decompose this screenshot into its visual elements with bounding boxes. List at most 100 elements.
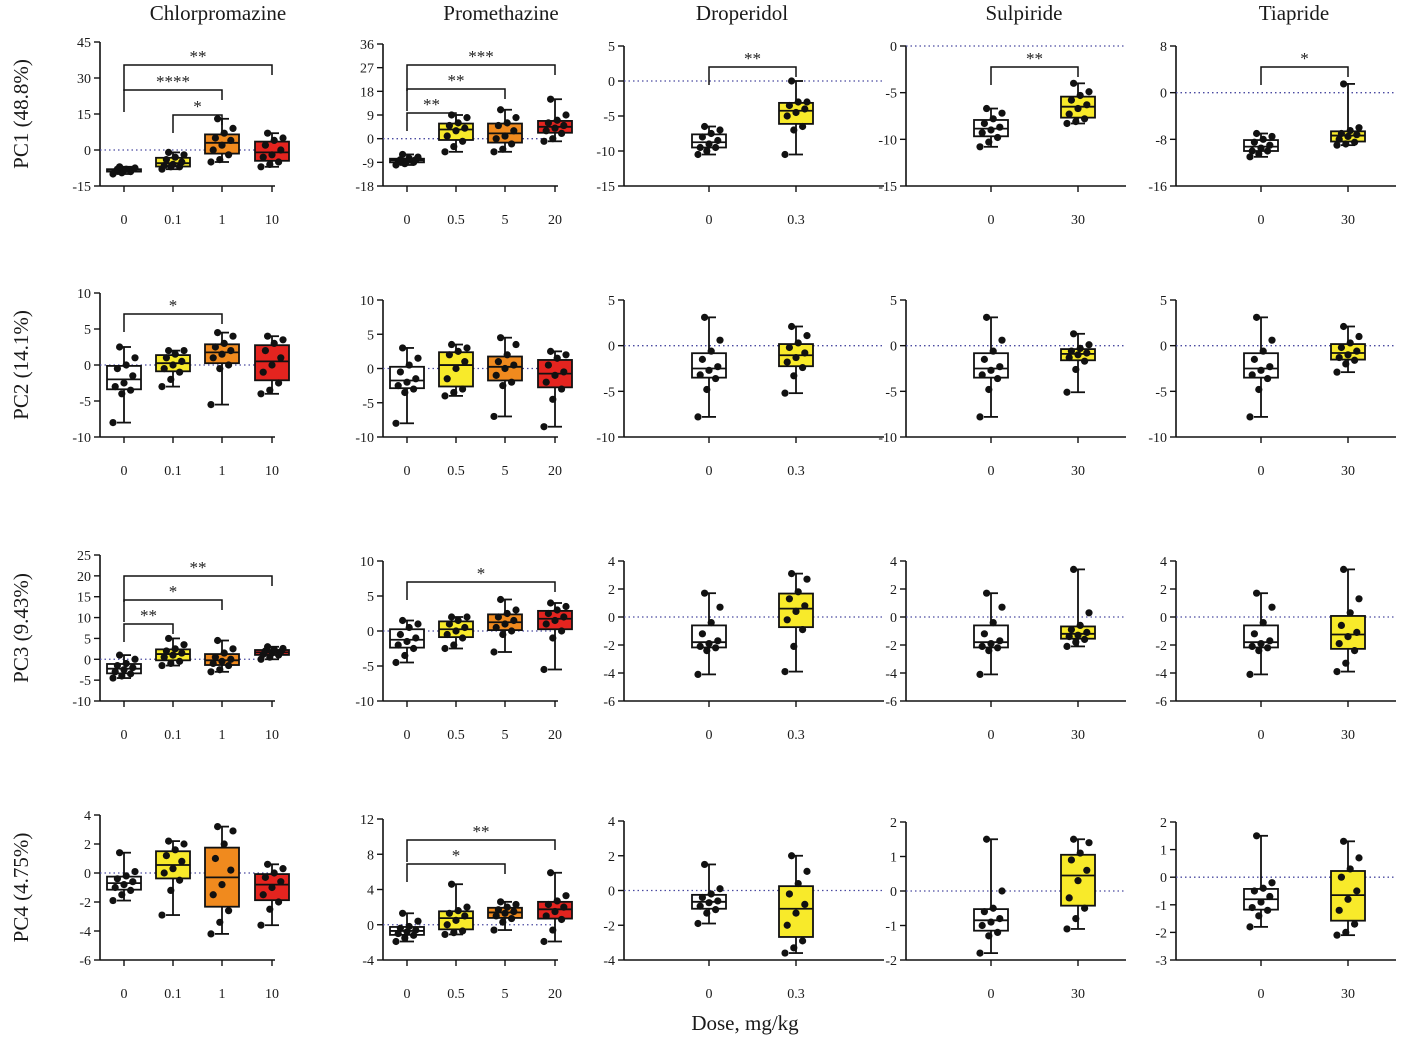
data-point (707, 890, 715, 898)
y-tick-label: 10 (77, 612, 91, 627)
y-tick-label: 18 (360, 85, 374, 100)
data-point (403, 378, 411, 386)
data-point (264, 129, 272, 137)
y-tick-label: 0 (1160, 611, 1167, 626)
data-point (558, 915, 566, 924)
data-point (441, 392, 449, 400)
data-point (544, 119, 553, 127)
data-point (445, 121, 453, 130)
data-point (1268, 879, 1276, 887)
data-point (160, 365, 168, 373)
box-plot (487, 595, 523, 656)
data-point (227, 136, 235, 144)
y-tick-label: 2 (1160, 816, 1167, 831)
data-point (492, 623, 500, 632)
data-point (405, 154, 413, 162)
data-point (399, 909, 407, 917)
data-point (412, 375, 420, 383)
data-point (1351, 920, 1359, 928)
x-tick-label: 30 (1341, 213, 1355, 228)
data-point (403, 637, 411, 646)
data-point (229, 827, 237, 835)
data-point (980, 119, 989, 128)
data-point (1264, 906, 1272, 914)
y-tick-label: 4 (608, 555, 615, 570)
data-point (803, 867, 811, 875)
x-tick-label: 10 (265, 728, 279, 743)
data-point (985, 932, 993, 940)
data-point (989, 347, 997, 355)
data-point (414, 917, 422, 925)
data-point (401, 388, 409, 397)
data-point (225, 907, 233, 915)
data-point (227, 347, 235, 355)
y-tick-label: 0 (367, 133, 374, 148)
y-tick-label: -5 (79, 395, 91, 410)
y-tick-label: 5 (608, 294, 615, 309)
data-point (551, 124, 559, 132)
data-point (1250, 355, 1258, 363)
data-point (270, 646, 278, 654)
y-tick-label: -6 (1155, 695, 1167, 710)
data-point (264, 860, 272, 868)
data-point (171, 350, 179, 358)
x-tick-label: 0 (1258, 464, 1265, 479)
box-plot (487, 334, 523, 421)
data-point (790, 126, 798, 134)
data-point (414, 620, 422, 628)
data-point (1083, 349, 1091, 357)
data-point (701, 313, 709, 321)
data-point (1342, 928, 1350, 937)
data-point (801, 105, 809, 113)
data-point (270, 339, 278, 347)
data-point (694, 919, 702, 928)
data-point (976, 143, 984, 151)
data-point (994, 644, 1002, 652)
box-plot (155, 837, 191, 919)
data-point (160, 653, 168, 661)
box-plot (778, 852, 814, 957)
data-point (542, 912, 550, 920)
data-point (214, 115, 222, 123)
data-point (540, 665, 548, 674)
y-tick-label: 8 (1160, 40, 1167, 55)
data-point (1259, 135, 1267, 143)
data-point (980, 908, 989, 916)
data-point (412, 926, 420, 934)
data-point (1346, 609, 1354, 617)
y-tick-label: 0 (84, 867, 91, 882)
data-point (178, 649, 186, 657)
data-point (785, 343, 794, 352)
x-tick-label: 5 (502, 728, 509, 743)
box-plot (973, 589, 1009, 679)
data-point (510, 616, 518, 625)
data-point (165, 634, 173, 643)
x-tick-label: 10 (265, 464, 279, 479)
data-point (553, 897, 561, 905)
y-tick-label: 0 (367, 363, 374, 378)
subplot: 8 0 -8 -16 0 30 * (1148, 40, 1396, 228)
box-plot (537, 599, 573, 674)
data-point (558, 385, 566, 393)
data-point (131, 354, 139, 362)
significance-label: ** (190, 47, 207, 66)
data-point (1333, 931, 1341, 939)
data-point (989, 904, 997, 912)
data-point (562, 351, 570, 359)
bracket-line (990, 66, 1079, 85)
x-tick-label: 5 (502, 213, 509, 228)
data-point (220, 129, 228, 137)
x-tick-label: 0 (121, 987, 128, 1002)
data-point (989, 619, 997, 627)
data-point (698, 355, 707, 363)
box-plot (1060, 330, 1096, 396)
subplot: 4 2 0 -2 -4 -6 0 0.3 (603, 555, 884, 743)
y-tick-label: 45 (77, 36, 91, 51)
data-point (1351, 138, 1359, 146)
y-tick-label: 0 (608, 340, 615, 355)
data-point (547, 95, 555, 103)
data-point (799, 122, 807, 131)
data-point (218, 657, 226, 665)
x-tick-label: 0.1 (164, 728, 182, 743)
